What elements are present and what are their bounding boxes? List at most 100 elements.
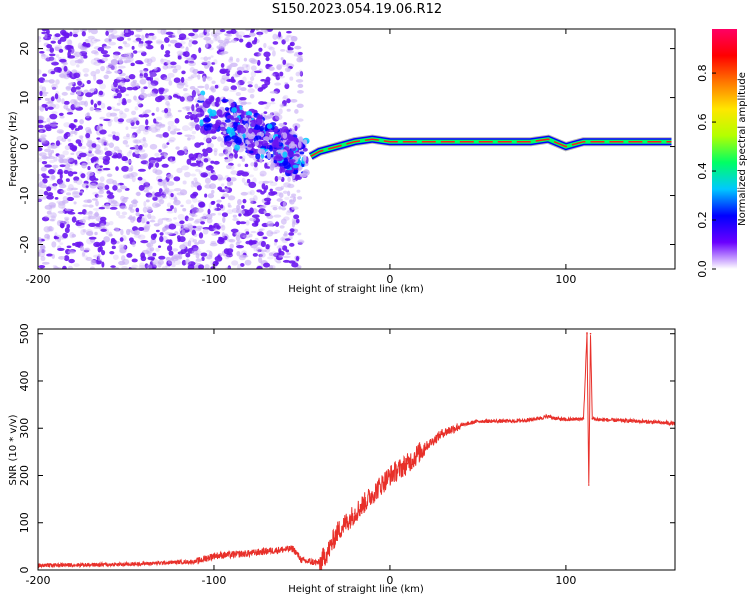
spectrogram-point	[120, 195, 126, 202]
spectrogram-point	[197, 74, 201, 80]
spectrogram-point	[93, 213, 100, 217]
spectrogram-point	[294, 45, 302, 50]
spectrogram-point	[134, 106, 139, 111]
snr-series-line	[38, 331, 675, 570]
spectrogram-point	[53, 66, 62, 73]
spectrogram-point	[284, 83, 290, 90]
spectrogram-point	[244, 259, 252, 266]
spectrogram-point	[118, 260, 126, 266]
spectrogram-point	[253, 161, 258, 168]
spectrogram-cluster-point	[224, 135, 232, 142]
spectrogram-point	[282, 59, 287, 65]
spectrogram-point	[143, 35, 151, 39]
spectrogram-ytick-label: -20	[18, 236, 31, 254]
spectrogram-point	[99, 116, 106, 120]
spectrogram-point	[51, 111, 58, 115]
spectrogram-point	[205, 147, 213, 154]
spectrogram-point	[294, 125, 298, 132]
spectrogram-point	[250, 76, 255, 81]
spectrogram-point	[186, 107, 190, 112]
colorbar-tick-label: 0.2	[696, 211, 709, 229]
spectrogram-point	[91, 198, 98, 201]
spectrogram-point	[67, 157, 75, 165]
spectrogram-point	[103, 74, 109, 80]
spectrogram-point	[241, 158, 246, 162]
spectrogram-point	[128, 228, 132, 233]
spectrogram-point	[138, 213, 145, 217]
spectrogram-point	[264, 162, 268, 169]
spectrogram-point	[161, 217, 170, 221]
colorbar-tick-label: 0.6	[696, 113, 709, 130]
spectrogram-point	[266, 64, 273, 67]
spectrogram-point	[239, 97, 247, 101]
snr-point	[547, 415, 550, 418]
spectrogram-point	[88, 222, 97, 227]
spectrogram-point	[147, 80, 151, 85]
snr-ytick-label: 500	[18, 323, 31, 344]
spectrogram-point	[258, 253, 263, 257]
spectrogram-point	[289, 242, 295, 247]
spectrogram-point	[76, 89, 82, 96]
spectrogram-point	[226, 72, 230, 77]
spectrogram-point	[66, 156, 74, 163]
spectrogram-point	[67, 49, 72, 53]
spectrogram-point	[160, 58, 168, 63]
spectrogram-cluster-point	[273, 151, 279, 156]
spectrogram-point	[136, 101, 142, 107]
spectrogram-point	[185, 46, 189, 53]
spectrogram-point	[190, 173, 197, 177]
spectrogram-point	[144, 185, 153, 190]
spectrogram-point	[282, 96, 287, 100]
spectrogram-point	[160, 29, 165, 35]
spectrogram-point	[258, 51, 262, 57]
spectrogram-point	[160, 44, 165, 50]
spectrogram-point	[259, 170, 267, 177]
spectrogram-point	[103, 141, 108, 145]
spectrogram-point	[67, 133, 74, 138]
spectrogram-point	[101, 136, 106, 142]
spectrogram-point	[290, 99, 298, 103]
spectrogram-point	[132, 79, 137, 84]
spectrogram-point	[72, 33, 79, 38]
spectrogram-point	[130, 62, 135, 67]
spectrogram-point	[101, 261, 105, 268]
spectrogram-cluster-point	[197, 94, 205, 102]
spectrogram-point	[138, 148, 146, 153]
spectrogram-point	[89, 106, 94, 112]
spectrogram-point	[62, 265, 67, 269]
spectrogram-point	[274, 239, 278, 243]
spectrogram-point	[256, 31, 264, 36]
spectrogram-point	[286, 30, 292, 34]
spectrogram-point	[47, 106, 54, 110]
spectrogram-point	[95, 200, 99, 207]
spectrogram-point	[93, 226, 102, 229]
spectrogram-point	[185, 78, 193, 81]
spectrogram-point	[82, 204, 89, 208]
spectrogram-point	[146, 76, 152, 81]
spectrogram-point	[236, 70, 243, 76]
spectrogram-point	[232, 73, 238, 78]
spectrogram-point	[70, 86, 77, 93]
snr-panel: -200 -100 0 100 0 100 200 300 400 500 Height of …	[8, 323, 676, 595]
spectrogram-point	[55, 54, 60, 58]
spectrogram-point	[58, 48, 64, 53]
spectrogram-point	[274, 82, 282, 86]
spectrogram-point	[131, 202, 138, 208]
spectrogram-point	[131, 134, 136, 139]
spectrogram-point	[297, 242, 303, 245]
spectrogram-point	[287, 44, 291, 51]
spectrogram-point	[194, 180, 199, 184]
spectrogram-point	[64, 163, 71, 169]
spectrogram-point	[63, 216, 70, 221]
spectrogram-point	[231, 260, 239, 266]
spectrogram-point	[79, 190, 84, 194]
spectrogram-point	[187, 111, 193, 115]
spectrogram-point	[276, 64, 282, 71]
spectrogram-point	[281, 99, 287, 107]
spectrogram-point	[236, 220, 241, 225]
spectrogram-point	[110, 265, 116, 268]
spectrogram-point	[164, 36, 170, 43]
spectrogram-point	[208, 202, 212, 209]
spectrogram-point	[58, 112, 64, 117]
spectrogram-cluster-point	[244, 123, 249, 128]
